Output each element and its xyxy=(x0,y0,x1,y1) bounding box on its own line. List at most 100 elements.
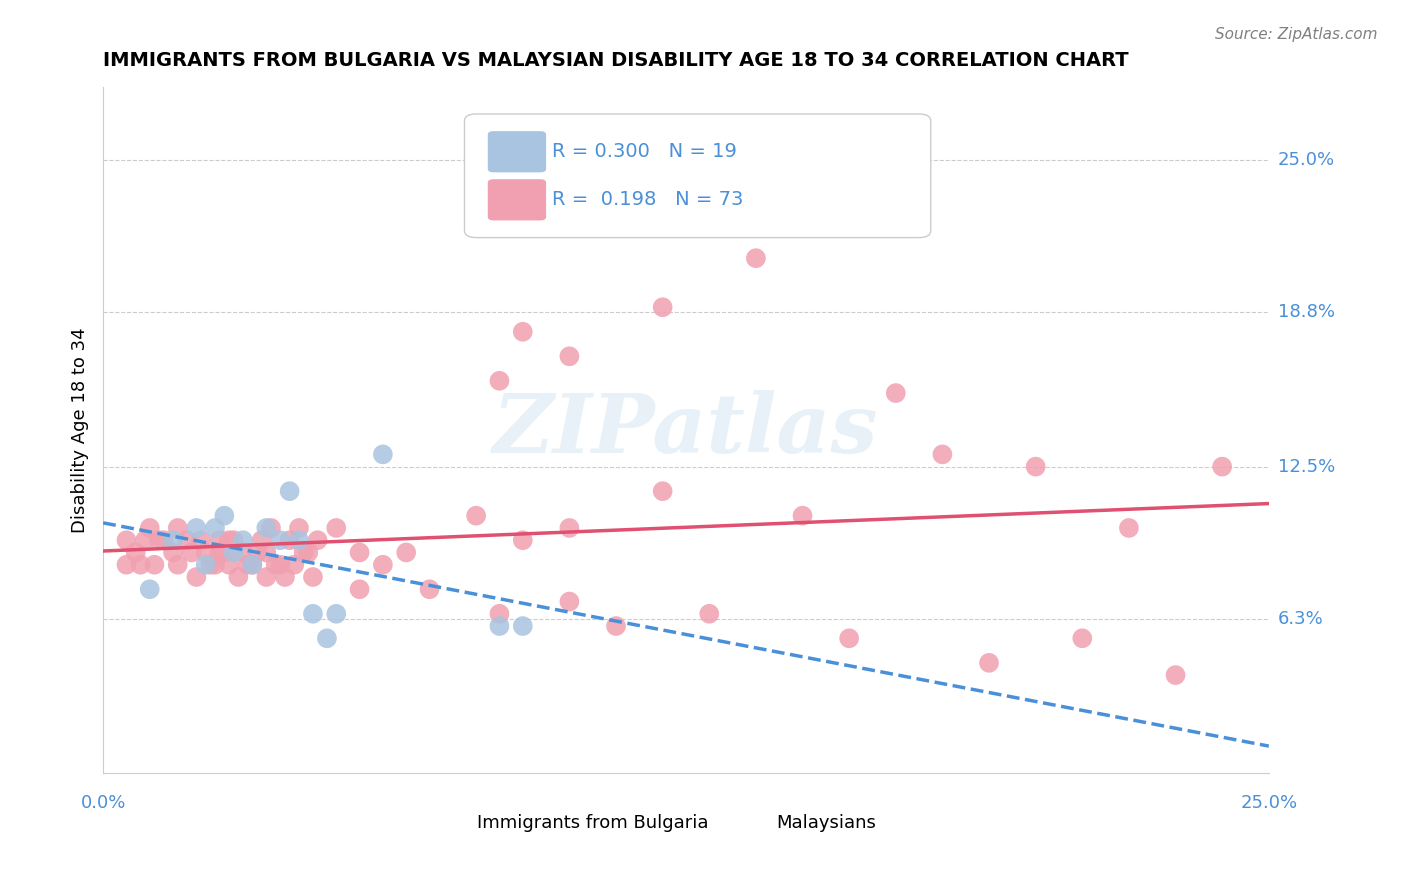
Point xyxy=(488,374,510,388)
Point xyxy=(371,447,394,461)
Point xyxy=(558,594,581,608)
Point xyxy=(512,533,534,548)
Point xyxy=(214,508,236,523)
Point xyxy=(214,545,236,559)
Point xyxy=(307,533,329,548)
Point xyxy=(325,521,347,535)
Point xyxy=(884,386,907,401)
Point xyxy=(488,607,510,621)
FancyBboxPatch shape xyxy=(485,801,537,824)
Point xyxy=(166,558,188,572)
Text: 6.3%: 6.3% xyxy=(1278,610,1324,628)
Point xyxy=(418,582,440,597)
Point xyxy=(292,545,315,559)
Point xyxy=(465,508,488,523)
Point xyxy=(697,607,720,621)
Point xyxy=(349,545,371,559)
Point xyxy=(240,558,263,572)
Point xyxy=(125,545,148,559)
Point xyxy=(190,533,212,548)
Text: 12.5%: 12.5% xyxy=(1278,458,1336,475)
Point xyxy=(204,521,226,535)
Point xyxy=(302,570,325,584)
Point xyxy=(278,533,301,548)
Point xyxy=(228,570,250,584)
Point xyxy=(204,558,226,572)
Point xyxy=(931,447,953,461)
Point xyxy=(792,508,814,523)
Point xyxy=(166,521,188,535)
Text: Malaysians: Malaysians xyxy=(776,814,876,832)
Point xyxy=(208,533,231,548)
Text: ZIPatlas: ZIPatlas xyxy=(494,390,879,470)
Point xyxy=(129,558,152,572)
Point xyxy=(236,558,259,572)
Point xyxy=(194,545,217,559)
Point xyxy=(186,521,208,535)
Point xyxy=(558,521,581,535)
Point xyxy=(1164,668,1187,682)
Point xyxy=(260,521,283,535)
Point xyxy=(218,533,240,548)
Point xyxy=(250,533,273,548)
Point xyxy=(488,619,510,633)
Point xyxy=(200,558,222,572)
Point xyxy=(558,349,581,363)
Point xyxy=(143,558,166,572)
Point xyxy=(745,251,768,265)
Point xyxy=(325,607,347,621)
Point xyxy=(302,607,325,621)
Point xyxy=(134,533,156,548)
Point xyxy=(269,558,291,572)
Point xyxy=(316,632,339,646)
Point xyxy=(246,545,269,559)
Point xyxy=(115,533,138,548)
Point xyxy=(254,570,277,584)
Text: Source: ZipAtlas.com: Source: ZipAtlas.com xyxy=(1215,27,1378,42)
Point xyxy=(1071,632,1094,646)
Point xyxy=(651,484,673,499)
Point xyxy=(180,545,202,559)
Text: 25.0%: 25.0% xyxy=(1278,151,1336,169)
Text: Immigrants from Bulgaria: Immigrants from Bulgaria xyxy=(477,814,709,832)
Point xyxy=(288,533,311,548)
Point xyxy=(1025,459,1047,474)
FancyBboxPatch shape xyxy=(488,131,546,172)
Point xyxy=(288,521,311,535)
Text: 25.0%: 25.0% xyxy=(1240,794,1298,812)
Point xyxy=(208,545,231,559)
Point xyxy=(222,545,245,559)
Point xyxy=(152,533,174,548)
Point xyxy=(139,582,162,597)
Point xyxy=(194,558,217,572)
Point xyxy=(838,632,860,646)
Point xyxy=(269,533,291,548)
Point xyxy=(274,570,297,584)
Point xyxy=(605,619,627,633)
Point xyxy=(162,533,184,548)
Point xyxy=(1118,521,1140,535)
Point xyxy=(222,533,245,548)
Text: 0.0%: 0.0% xyxy=(80,794,125,812)
Point xyxy=(283,558,305,572)
FancyBboxPatch shape xyxy=(464,114,931,237)
Point xyxy=(115,558,138,572)
Point xyxy=(512,325,534,339)
Point xyxy=(651,300,673,314)
Point xyxy=(148,533,170,548)
Point xyxy=(232,533,254,548)
Text: 18.8%: 18.8% xyxy=(1278,303,1336,321)
Point xyxy=(264,558,287,572)
Text: IMMIGRANTS FROM BULGARIA VS MALAYSIAN DISABILITY AGE 18 TO 34 CORRELATION CHART: IMMIGRANTS FROM BULGARIA VS MALAYSIAN DI… xyxy=(103,51,1129,70)
Text: R = 0.300   N = 19: R = 0.300 N = 19 xyxy=(553,142,737,161)
Point xyxy=(371,558,394,572)
Point xyxy=(278,484,301,499)
Point xyxy=(1211,459,1233,474)
Point xyxy=(297,545,319,559)
Point xyxy=(176,533,198,548)
Point xyxy=(139,521,162,535)
FancyBboxPatch shape xyxy=(488,179,546,220)
Point xyxy=(512,619,534,633)
Point xyxy=(349,582,371,597)
Y-axis label: Disability Age 18 to 34: Disability Age 18 to 34 xyxy=(72,327,89,533)
